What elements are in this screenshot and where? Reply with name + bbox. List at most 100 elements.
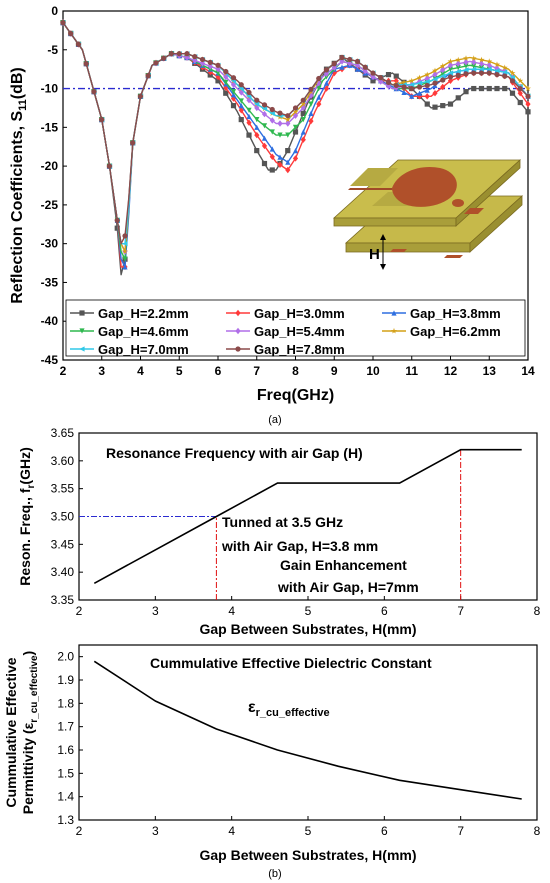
- series-point: [501, 64, 508, 71]
- effective-permittivity-chart: 2 3 4 5 6 7 8 2.0 1.9 1.8 1.7 1.6 1.5 1.4 1.3 Cummulati…: [3, 644, 541, 863]
- s11-chart: 2 3 4 5 6 7 8 9 10 11 12 13 14 0 -5 -10 -15 -20 -25 -30 -35 -…: [9, 4, 535, 404]
- series-point: [525, 100, 531, 108]
- series-point: [447, 66, 454, 72]
- y-tick-label: 3.55: [51, 482, 75, 496]
- series-point: [455, 68, 461, 75]
- series-point: [122, 248, 128, 254]
- series-point: [300, 104, 306, 112]
- x-tick-label: 3: [152, 824, 159, 838]
- series-point: [246, 107, 252, 113]
- annotation-tuned-line1: Tunned at 3.5 GHz: [222, 514, 343, 530]
- series-point: [424, 101, 430, 107]
- series-point: [463, 59, 469, 66]
- series-point: [463, 71, 469, 77]
- series-point: [447, 77, 454, 84]
- series-point: [432, 80, 438, 86]
- series-point: [416, 84, 423, 90]
- series-point: [323, 70, 330, 77]
- series-point: [300, 97, 306, 103]
- y-tick-label: 1.9: [57, 673, 74, 687]
- legend: Gap_H=2.2mm Gap_H=3.0mm Gap_H=3.8mm Gap_H=4…: [65, 299, 526, 357]
- series-point: [269, 153, 275, 160]
- legend-entry-label: Gap_H=2.2mm: [98, 306, 189, 321]
- series-point: [525, 85, 531, 92]
- series-point: [223, 79, 229, 85]
- series-point: [261, 110, 268, 118]
- series-point: [370, 70, 376, 76]
- x-tick-label: 5: [305, 604, 312, 618]
- series-point: [99, 116, 105, 123]
- series-point: [261, 160, 268, 167]
- series-point: [354, 66, 361, 72]
- x-tick-label: 12: [444, 364, 458, 378]
- series-point: [215, 78, 221, 84]
- series-point: [463, 89, 469, 95]
- y-axis-title-line2: Permittivity (εr_cu_effective): [20, 651, 40, 814]
- series-gap-h-7: [60, 20, 531, 245]
- lower-substrate-side: [469, 195, 523, 253]
- series-point: [347, 56, 353, 63]
- series-point: [494, 68, 500, 74]
- series-point: [207, 59, 213, 65]
- y-tick-label: 3.45: [51, 537, 75, 551]
- series-point: [517, 85, 523, 92]
- series-point: [277, 110, 283, 116]
- series-point: [300, 117, 306, 123]
- series-point: [440, 103, 446, 109]
- series-point: [486, 62, 492, 69]
- y-tick-label: -35: [41, 275, 59, 289]
- y-axis-title: Reflection Coefficients, S11(dB): [9, 67, 29, 304]
- y-tick-label: 2.0: [57, 650, 74, 664]
- series-point: [137, 93, 144, 99]
- y-tick-label: 3.40: [51, 565, 75, 579]
- series-point: [424, 93, 430, 100]
- series-point: [478, 70, 485, 76]
- x-tick-label: 6: [215, 364, 222, 378]
- series-point: [176, 51, 182, 57]
- resonance-frequency-chart: 2 3 4 5 6 7 8 3.65 3.60 3.55 3.50 3.45 3.40 3.35 Reson…: [17, 426, 541, 637]
- series-point: [494, 85, 500, 92]
- series-point: [246, 97, 252, 104]
- series-point: [455, 72, 461, 78]
- y-axis-title-main: Reflection Coefficients, S: [9, 111, 26, 304]
- series-point: [316, 94, 322, 100]
- series-point: [471, 63, 477, 69]
- legend-entry-label: Gap_H=5.4mm: [254, 324, 345, 339]
- series-point: [254, 124, 260, 130]
- y-tick-label: 3.50: [51, 510, 75, 524]
- series-point: [277, 120, 283, 127]
- series-point: [447, 74, 454, 80]
- series-point: [261, 102, 268, 108]
- series-point: [207, 63, 213, 70]
- series-point: [246, 132, 252, 138]
- x-tick-label: 4: [137, 364, 144, 378]
- series-point: [184, 51, 190, 57]
- series-point: [161, 55, 167, 61]
- series-point: [230, 81, 237, 88]
- legend-entry-label: Gap_H=6.2mm: [410, 324, 501, 339]
- series-point: [308, 117, 314, 125]
- series-point: [517, 77, 524, 84]
- series-point: [463, 55, 469, 61]
- feed-line: [348, 188, 394, 190]
- series-point: [323, 67, 330, 73]
- ground-plane-left: [350, 168, 398, 186]
- gap-arrow-down: [380, 264, 386, 270]
- series-point: [230, 103, 237, 109]
- series-point: [199, 56, 206, 63]
- x-tick-label: 4: [228, 604, 235, 618]
- legend-swatch-marker: [79, 310, 85, 316]
- plot-frame: [78, 644, 538, 821]
- series-point: [246, 89, 252, 96]
- series-point: [432, 67, 438, 74]
- series-point: [254, 148, 260, 154]
- legend-swatch-marker: [391, 327, 397, 334]
- series-point: [300, 100, 307, 107]
- x-tick-label: 3: [152, 604, 159, 618]
- curve-label-sub: r_cu_effective: [256, 707, 330, 719]
- series-point: [254, 117, 260, 123]
- caption-b: (b): [268, 868, 281, 880]
- series-point: [130, 140, 136, 146]
- series-point: [471, 85, 477, 92]
- series-point: [106, 163, 113, 169]
